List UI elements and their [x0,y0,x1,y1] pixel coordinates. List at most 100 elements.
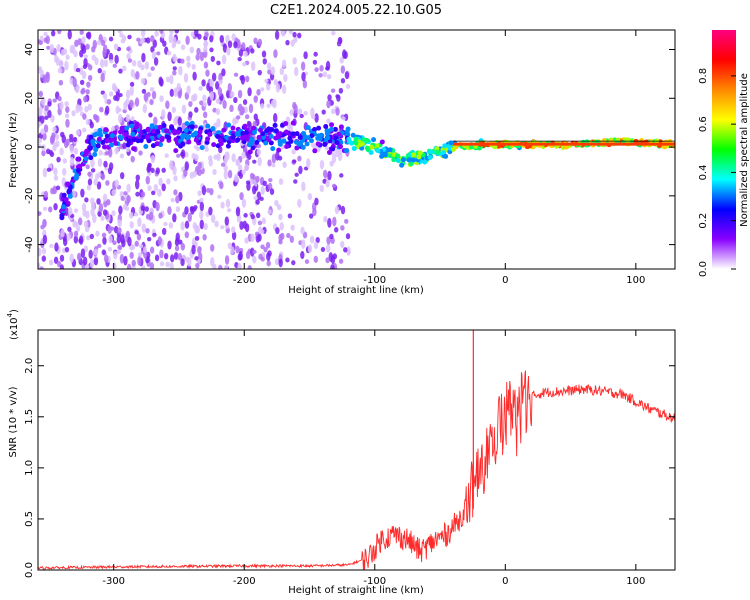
spectrum-point [210,214,216,224]
spectrum-point [149,99,154,106]
spectrum-point [184,161,189,171]
spectrum-point [127,34,132,40]
spectrum-point [38,137,42,144]
spectrum-point [233,72,239,77]
spectrum-point [38,40,43,46]
spectrum-point [137,60,142,68]
spectrum-point [41,247,47,255]
spectrum-ridge-point [448,140,454,146]
spectrum-point [150,35,155,43]
snr-y-axis: 0.0 0.5 1.0 1.5 2.0 [24,358,675,578]
spectrum-point [43,124,49,133]
spectrum-point [229,104,234,113]
spectrum-point [222,99,227,109]
spectrum-point [194,30,199,37]
spectrum-point [117,219,122,228]
spectrum-ridge-point [338,124,344,130]
spectrum-point [145,228,150,234]
spectrum-ridge-point [118,129,124,135]
spectrum-point [244,164,249,172]
spectrum-point [313,51,318,57]
spectrum-point [279,67,285,76]
spectrum-point [64,101,69,107]
y-tick-label: -40 [24,236,35,252]
spectrum-point [120,195,125,201]
spectrum-point [150,154,156,164]
spectrum-point [326,118,331,124]
spectrum-point [151,190,156,196]
spectrum-ridge-point [304,141,310,147]
spectrum-ridge-point [270,146,276,152]
spectrum-point [293,179,298,184]
snr-multiplier-base: (x10 [9,317,20,340]
spectrum-point [121,65,127,72]
spectrum-point [119,32,124,38]
spectrum-point [223,169,229,180]
spectrum-point [291,260,296,266]
spectrum-point [43,37,49,43]
spectrum-ridge-point [411,157,417,163]
spectrum-ridge-point [218,141,224,147]
spectrum-point [245,250,251,260]
spectrum-point [149,246,155,254]
spectrum-point [87,178,93,186]
spectrum-point [140,191,146,198]
spectrum-ridge-point [242,123,248,129]
spectrum-ridge-point [316,125,322,131]
spectrum-ridge-point [149,123,155,129]
spectrum-ridge-point [391,157,397,163]
spectrum-point [108,235,113,244]
spectrum-point [191,244,196,255]
spectrum-point [203,61,209,69]
spectrum-point [126,183,131,193]
snr-multiplier-exp: 4 [6,312,14,317]
x-tick-label: -100 [363,275,386,286]
spectrum-point [201,185,207,196]
spectrum-point [69,133,74,140]
spectrum-point [161,183,166,192]
spectrum-point [237,262,242,269]
spectrum-point [107,246,113,252]
spectrum-ridge-point [63,196,69,202]
spectrum-point [326,100,331,109]
spectrum-point [332,216,337,227]
spectrum-point [274,258,280,266]
spectrum-ridge-point [336,131,342,137]
spectrum-ridge-point [422,159,428,165]
spectrum-point [275,151,280,161]
spectrum-point [174,30,179,34]
spectrum-point [69,144,74,154]
figure-title: C2E1.2024.005.22.10.G05 [270,3,442,18]
spectrum-point [245,75,250,83]
spectrum-point [65,106,70,114]
snr-panel: -300 -200 -100 0 100 0.0 0.5 1.0 1.5 2.0 Height … [6,309,676,596]
spectrum-point [83,95,88,103]
spectrum-point [342,49,347,59]
spectrum-point [248,103,254,114]
spectrum-point [201,79,206,87]
spectrum-point [231,226,236,234]
spectrum-point [314,197,319,206]
spectrogram-x-axis: -300 -200 -100 0 100 [102,30,645,286]
spectrum-point [157,236,162,246]
spectrum-point [80,42,85,51]
spectrum-ridge-point [364,145,370,151]
spectrum-point [73,230,79,237]
spectrum-point [195,53,200,61]
spectrum-point [84,264,90,269]
spectrum-point [41,144,46,152]
spectrum-point [213,154,218,160]
spectrum-ridge-point [186,139,192,145]
x-tick-label: -100 [363,576,386,587]
spectrum-point [241,169,246,175]
spectrum-point [138,150,143,156]
spectrum-point [242,99,248,106]
spectrum-ridge-point [180,133,186,139]
spectrum-point [326,236,331,245]
spectrum-point [43,190,49,199]
spectrum-ridge-point [364,137,370,143]
spectrum-point [96,198,101,205]
spectrum-point [239,75,244,81]
spectrum-point [132,60,137,67]
spectrum-point [294,66,299,77]
